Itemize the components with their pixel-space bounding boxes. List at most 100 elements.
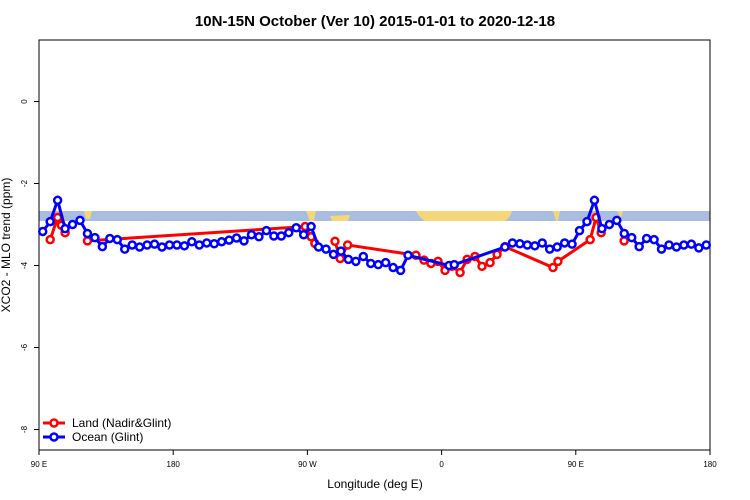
data-point [351, 256, 361, 267]
data-point [239, 236, 249, 246]
data-point [134, 242, 145, 252]
data-point [343, 254, 354, 265]
data-point [284, 227, 294, 238]
data-point [291, 223, 301, 233]
data-point [537, 238, 547, 248]
data-point [604, 219, 615, 230]
data-point [380, 257, 391, 268]
data-point [179, 241, 190, 251]
y-tick-label: -4 [20, 261, 29, 269]
data-point [97, 241, 108, 252]
data-point [194, 240, 205, 250]
data-point [119, 244, 130, 254]
data-point [649, 234, 659, 245]
legend-label: Ocean (Glint) [72, 430, 143, 444]
data-point [209, 239, 219, 249]
land-band [416, 211, 512, 221]
data-point [485, 257, 495, 268]
data-point [395, 265, 406, 276]
data-point [60, 223, 70, 234]
x-tick-label: 180 [703, 460, 717, 469]
data-point [686, 239, 697, 249]
data-point [449, 259, 460, 270]
legend-marker [49, 418, 59, 428]
y-tick-label: 0 [20, 99, 29, 104]
data-point [321, 244, 331, 254]
data-point [164, 240, 175, 250]
data-point [567, 239, 577, 249]
data-point [522, 240, 533, 250]
data-point [612, 215, 622, 226]
data-point [515, 239, 525, 249]
ocean-band [39, 211, 710, 221]
land-band [553, 211, 560, 221]
data-point [216, 236, 227, 247]
legend-label: Land (Nadir&Glint) [72, 416, 171, 430]
data-point [477, 261, 487, 272]
data-point [254, 232, 264, 242]
data-point [231, 233, 242, 243]
data-point [671, 242, 682, 252]
data-point [373, 259, 383, 270]
data-point [507, 238, 518, 248]
data-point [330, 236, 340, 247]
x-axis-label: Longitude (deg E) [327, 477, 422, 491]
y-tick-label: -8 [20, 425, 29, 433]
x-tick-label: 90 E [568, 460, 584, 469]
data-point [544, 244, 555, 254]
legend-marker [49, 432, 59, 442]
data-point [82, 228, 93, 239]
land-band [330, 215, 350, 221]
data-point [619, 228, 630, 239]
data-point [656, 244, 667, 254]
data-point [530, 241, 540, 251]
data-point [597, 223, 607, 234]
x-tick-label: 90 E [31, 460, 47, 469]
data-point [224, 235, 234, 245]
data-point [112, 234, 123, 245]
x-tick-label: 180 [167, 460, 181, 469]
data-point [582, 216, 592, 227]
land-band [306, 211, 316, 221]
land-band [617, 211, 623, 218]
data-point [336, 246, 346, 256]
data-point [455, 267, 465, 278]
data-point [626, 232, 637, 243]
data-point [328, 249, 339, 260]
data-point [187, 236, 197, 247]
data-point [574, 225, 585, 236]
y-tick-label: -6 [20, 343, 29, 351]
data-point [52, 195, 63, 206]
data-point [589, 195, 600, 206]
y-tick-label: -2 [20, 179, 29, 187]
data-point [641, 233, 652, 244]
data-point [313, 242, 324, 252]
y-axis-label: XCO2 - MLO trend (ppm) [0, 178, 13, 313]
data-point [306, 221, 316, 232]
data-point [45, 216, 55, 227]
data-point [127, 240, 137, 250]
data-point [358, 251, 369, 262]
data-point [548, 262, 558, 273]
data-point [90, 232, 100, 243]
data-point [45, 234, 55, 245]
data-point [202, 238, 212, 248]
x-tick-label: 90 W [298, 460, 317, 469]
data-point [634, 241, 644, 252]
data-point [619, 236, 629, 246]
data-point [559, 238, 570, 248]
data-point [149, 239, 160, 249]
data-point [67, 219, 78, 230]
data-point [276, 231, 287, 241]
data-point [553, 256, 563, 267]
data-point [246, 230, 257, 240]
data-point [172, 240, 182, 250]
data-point [500, 242, 510, 252]
data-point [552, 242, 562, 252]
map-band [39, 211, 710, 221]
data-point [157, 242, 167, 252]
data-point [664, 240, 674, 250]
data-point [269, 231, 279, 241]
data-point [105, 233, 115, 244]
data-point [82, 236, 93, 246]
